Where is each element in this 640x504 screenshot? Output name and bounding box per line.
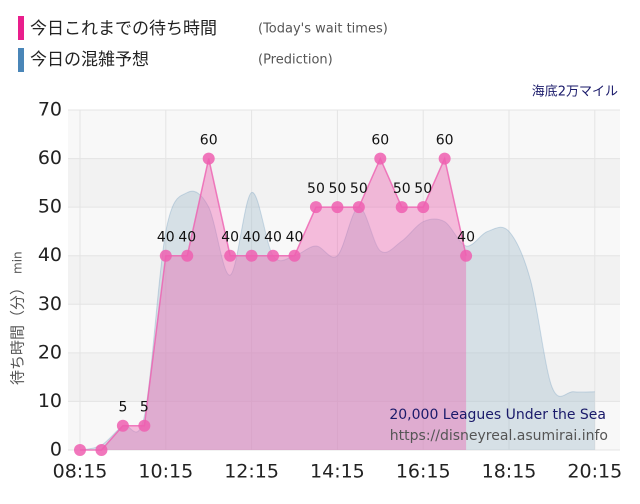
y-tick-label: 20 [38,341,62,363]
y-axis-label: 待ち時間（分） [9,280,27,385]
wait-marker [352,201,365,214]
x-tick-label: 16:15 [396,461,451,483]
y-tick-label: 10 [38,390,62,412]
grid-band [68,158,620,208]
wait-marker [460,249,473,262]
wait-marker [374,152,387,165]
grid-band [68,207,620,256]
data-label: 60 [200,133,218,149]
legend-label: 今日の混雑予想 [30,50,149,70]
data-label: 40 [157,230,175,246]
wait-marker [417,201,430,214]
wait-marker [245,249,258,262]
prediction-line [79,190,595,451]
data-label: 5 [140,400,149,416]
wait-marker [395,201,408,214]
wait-marker [116,419,129,432]
grid-band [68,110,620,159]
wait-marker [159,249,172,262]
y-tick-label: 60 [38,147,62,169]
x-tick-label: 18:15 [482,461,537,483]
legend-swatch [18,48,24,72]
data-label: 50 [328,181,346,197]
wait-marker [95,444,108,456]
x-tick-label: 20:15 [567,461,622,483]
data-label: 5 [118,400,127,416]
wait-marker [202,152,215,165]
subtitle: 海底2万マイル [532,84,618,100]
y-tick-label: 50 [38,196,62,218]
y-tick-label: 30 [38,293,62,315]
x-tick-label: 08:15 [53,461,108,483]
wait-marker [181,249,194,262]
grid-band [68,352,620,402]
annotation: 20,000 Leagues Under the Sea [389,407,606,423]
plot-area: 0 10 20 30 40 50 60 70 08:15 10:15 12:15 14:15 16:15… [38,99,622,483]
data-label: 40 [243,230,261,246]
legend-label: 今日これまでの待ち時間 [30,19,217,39]
data-label: 50 [350,181,368,197]
x-tick-label: 14:15 [310,461,365,483]
data-label: 50 [393,181,411,197]
wait-marker [138,419,151,432]
grid-band [68,304,620,353]
data-label: 50 [414,181,432,197]
x-tick-label: 12:15 [224,461,279,483]
y-tick-label: 0 [50,439,62,461]
data-label: 50 [307,181,325,197]
y-tick-label: 70 [38,99,62,121]
x-tick-label: 10:15 [138,461,193,483]
wait-marker [309,201,322,214]
wait-marker [74,444,86,456]
data-label: 40 [221,230,239,246]
grid-band [68,401,620,450]
data-label: 60 [436,133,454,149]
wait-marker [288,249,301,262]
wait-marker [331,201,344,214]
wait-marker [267,249,280,262]
legend-swatch [18,16,24,40]
data-label: 60 [371,133,389,149]
legend-sublabel: (Today's wait times) [258,22,388,37]
y-axis-unit: min [11,251,25,274]
data-label: 40 [286,230,304,246]
wait-marker [224,249,237,262]
data-label: 40 [264,230,282,246]
wait-area [80,158,467,451]
annotation: https://disneyreal.asumirai.info [390,428,608,444]
data-label: 40 [178,230,196,246]
wait-marker [438,152,451,165]
y-tick-label: 40 [38,244,62,266]
data-label: 40 [457,230,475,246]
legend-sublabel: (Prediction) [258,53,333,68]
